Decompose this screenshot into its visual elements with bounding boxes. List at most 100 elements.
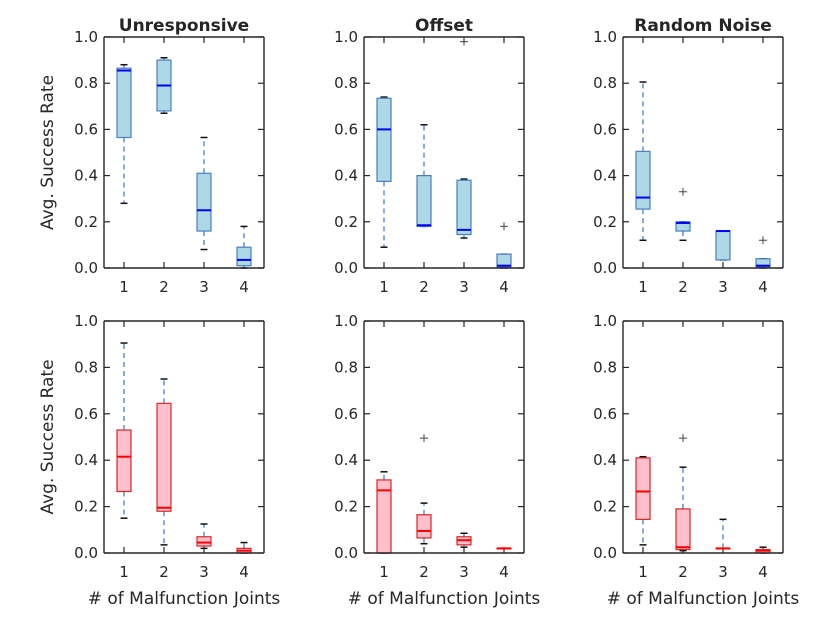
y-tick-label: 0.6 bbox=[74, 405, 98, 423]
box-iqr bbox=[755, 258, 771, 268]
box-iqr bbox=[496, 253, 512, 268]
x-tick-label: 1 bbox=[638, 278, 648, 296]
x-tick-label: 4 bbox=[499, 278, 509, 296]
y-tick-label: 0.8 bbox=[334, 74, 358, 92]
y-tick-label: 0.6 bbox=[593, 120, 617, 138]
box-4 bbox=[236, 541, 252, 554]
y-tick-label: 0.4 bbox=[593, 167, 617, 185]
y-tick-label: 0.0 bbox=[334, 259, 358, 277]
box-4 bbox=[236, 225, 252, 269]
box-iqr bbox=[635, 457, 651, 520]
x-tick-label: 2 bbox=[159, 563, 169, 581]
box-iqr bbox=[675, 221, 691, 232]
panel-5: 0.0 0.2 0.4 0.6 0.8 1.0 1 2 3 4 # of Malfunction J… bbox=[334, 312, 540, 609]
y-tick-label: 0.2 bbox=[593, 498, 617, 516]
y-tick-label: 0.6 bbox=[334, 120, 358, 138]
panel-1: Unresponsive 0.0 0.2 0.4 0.6 0.8 1.0 1 2 3 4 Avg. S… bbox=[38, 16, 265, 296]
panel-6: 0.0 0.2 0.4 0.6 0.8 1.0 1 2 3 4 # of Malfunction J… bbox=[593, 312, 799, 609]
x-axis-label: # of Malfunction Joints bbox=[607, 589, 800, 609]
box-3 bbox=[456, 37, 472, 239]
y-tick-label: 0.2 bbox=[74, 498, 98, 516]
y-tick-label: 1.0 bbox=[334, 28, 358, 46]
y-tick-label: 1.0 bbox=[74, 312, 98, 330]
box-2 bbox=[156, 378, 172, 546]
outlier-marker bbox=[460, 37, 468, 46]
y-tick-label: 0.4 bbox=[74, 167, 98, 185]
y-axis-label: Avg. Success Rate bbox=[38, 359, 58, 514]
y-tick-label: 0.6 bbox=[593, 405, 617, 423]
box-iqr bbox=[675, 508, 691, 551]
box-iqr bbox=[116, 429, 132, 493]
x-tick-label: 3 bbox=[199, 563, 209, 581]
y-tick-label: 1.0 bbox=[593, 28, 617, 46]
y-tick-label: 0.0 bbox=[593, 544, 617, 562]
box-2 bbox=[675, 434, 691, 552]
y-tick-label: 0.8 bbox=[593, 74, 617, 92]
box-4 bbox=[496, 222, 512, 269]
box-1 bbox=[376, 471, 392, 554]
y-tick-label: 0.6 bbox=[334, 405, 358, 423]
box-iqr bbox=[116, 67, 132, 139]
box-1 bbox=[376, 96, 392, 248]
box-1 bbox=[635, 81, 651, 242]
box-iqr bbox=[376, 97, 392, 182]
box-4 bbox=[755, 546, 771, 554]
y-axis-label: Avg. Success Rate bbox=[38, 75, 58, 230]
panel-title: Offset bbox=[415, 16, 473, 36]
box-4 bbox=[755, 236, 771, 269]
box-iqr bbox=[196, 172, 212, 232]
box-iqr bbox=[715, 230, 731, 261]
panel-title: Random Noise bbox=[634, 16, 772, 36]
y-tick-label: 0.8 bbox=[593, 358, 617, 376]
x-tick-label: 2 bbox=[159, 278, 169, 296]
box-3 bbox=[456, 532, 472, 548]
y-tick-label: 0.4 bbox=[334, 167, 358, 185]
y-tick-label: 0.6 bbox=[74, 120, 98, 138]
box-3 bbox=[715, 518, 731, 550]
x-axis-label: # of Malfunction Joints bbox=[88, 589, 281, 609]
x-tick-label: 4 bbox=[499, 563, 509, 581]
box-iqr bbox=[635, 150, 651, 210]
box-3 bbox=[196, 136, 212, 251]
x-tick-label: 1 bbox=[379, 278, 389, 296]
box-2 bbox=[416, 124, 432, 228]
outlier-marker bbox=[759, 236, 767, 245]
panel-3: Random Noise 0.0 0.2 0.4 0.6 0.8 1.0 1 2 3 4 bbox=[593, 16, 784, 296]
y-tick-label: 0.8 bbox=[74, 358, 98, 376]
y-tick-label: 1.0 bbox=[593, 312, 617, 330]
y-tick-label: 0.4 bbox=[74, 451, 98, 469]
y-tick-label: 0.0 bbox=[593, 259, 617, 277]
box-2 bbox=[416, 434, 432, 545]
x-tick-label: 3 bbox=[718, 563, 728, 581]
y-tick-label: 0.2 bbox=[74, 213, 98, 231]
x-tick-label: 2 bbox=[419, 563, 429, 581]
box-2 bbox=[675, 187, 691, 242]
x-tick-label: 1 bbox=[379, 563, 389, 581]
x-tick-label: 1 bbox=[119, 278, 129, 296]
panel-4: 0.0 0.2 0.4 0.6 0.8 1.0 1 2 3 4 Avg. Success Rate #… bbox=[38, 312, 280, 609]
outlier-marker bbox=[420, 434, 428, 443]
x-tick-label: 2 bbox=[678, 563, 688, 581]
box-1 bbox=[116, 63, 132, 205]
box-iqr bbox=[456, 179, 472, 236]
box-iqr bbox=[416, 514, 432, 539]
outlier-marker bbox=[679, 187, 687, 196]
box-1 bbox=[116, 342, 132, 519]
y-tick-label: 0.2 bbox=[334, 498, 358, 516]
y-tick-label: 0.8 bbox=[74, 74, 98, 92]
y-tick-label: 0.8 bbox=[334, 358, 358, 376]
x-tick-label: 4 bbox=[239, 278, 249, 296]
x-tick-label: 3 bbox=[459, 563, 469, 581]
x-tick-label: 3 bbox=[459, 278, 469, 296]
box-3 bbox=[196, 523, 212, 550]
box-4 bbox=[496, 547, 512, 550]
box-3 bbox=[715, 230, 731, 261]
x-tick-label: 1 bbox=[638, 563, 648, 581]
y-tick-label: 0.4 bbox=[334, 451, 358, 469]
x-tick-label: 1 bbox=[119, 563, 129, 581]
y-tick-label: 1.0 bbox=[334, 312, 358, 330]
box-2 bbox=[156, 57, 172, 114]
x-axis-label: # of Malfunction Joints bbox=[348, 589, 541, 609]
panel-title: Unresponsive bbox=[119, 16, 249, 36]
x-tick-label: 3 bbox=[199, 278, 209, 296]
